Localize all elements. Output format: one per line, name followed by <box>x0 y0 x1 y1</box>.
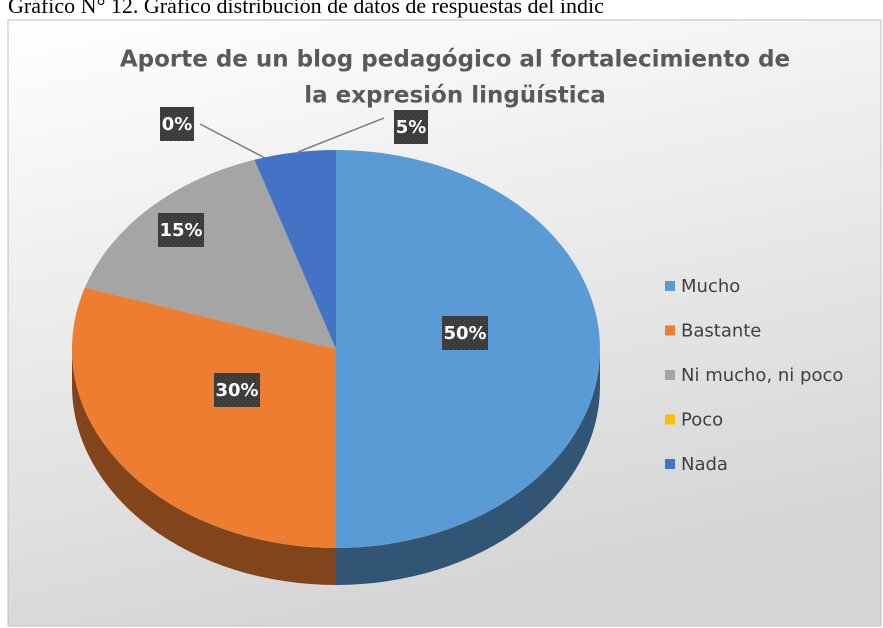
chart-title: la expresión lingüística <box>304 83 606 109</box>
legend-label: Poco <box>681 410 723 431</box>
data-label-box <box>442 316 488 350</box>
legend-swatch <box>665 325 675 336</box>
legend-label: Nada <box>681 454 728 475</box>
pie-side <box>336 349 600 585</box>
legend-label: Bastante <box>681 321 761 342</box>
legend-swatch <box>665 414 675 425</box>
data-label: 50% <box>443 323 486 344</box>
pie-slice <box>84 159 336 349</box>
data-label: 30% <box>215 380 258 401</box>
data-label: 15% <box>159 220 202 241</box>
data-label: 0% <box>162 114 193 135</box>
data-label-box <box>214 373 260 407</box>
legend-swatch <box>665 370 675 380</box>
data-label-box <box>160 107 194 141</box>
pie-slice <box>71 287 336 548</box>
leader-line <box>199 123 266 159</box>
legend-swatch <box>665 459 675 469</box>
pie-side <box>72 349 336 585</box>
data-label-box <box>158 213 204 247</box>
leader-line <box>297 117 385 153</box>
legend-label: Mucho <box>681 276 740 297</box>
caption: Gráfico N° 12. Gráfico distribución de d… <box>8 0 604 18</box>
data-label: 5% <box>396 117 427 138</box>
data-label-box <box>394 110 428 144</box>
pie-slice <box>254 150 336 349</box>
chart-title: Aporte de un blog pedagógico al fortalec… <box>120 47 790 73</box>
legend-swatch <box>665 281 675 291</box>
legend-label: Ni mucho, ni poco <box>681 365 843 386</box>
